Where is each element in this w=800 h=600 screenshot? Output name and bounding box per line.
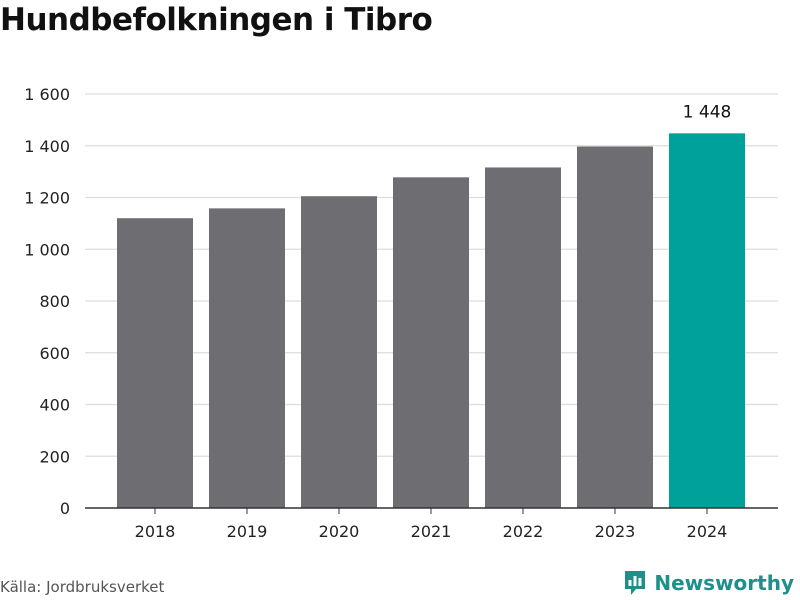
y-tick-label: 0 bbox=[60, 499, 70, 518]
y-tick-label: 400 bbox=[39, 396, 70, 415]
y-tick-label: 1 200 bbox=[24, 189, 70, 208]
bars: 1 448 bbox=[117, 102, 745, 509]
x-tick-label: 2022 bbox=[503, 522, 544, 541]
brand: Newsworthy bbox=[623, 569, 794, 597]
bar-2020 bbox=[301, 196, 377, 509]
source-note: Källa: Jordbruksverket bbox=[0, 578, 165, 596]
brand-name: Newsworthy bbox=[654, 571, 794, 595]
bar-2019 bbox=[209, 208, 285, 508]
newsworthy-logo-icon bbox=[625, 571, 646, 595]
x-tick-label: 2024 bbox=[687, 522, 728, 541]
y-tick-label: 1 400 bbox=[24, 137, 70, 156]
bar-2021 bbox=[393, 177, 469, 508]
x-tick-label: 2019 bbox=[227, 522, 268, 541]
y-tick-label: 1 600 bbox=[24, 85, 70, 104]
bar-2022 bbox=[485, 167, 561, 509]
bar-2023 bbox=[577, 146, 653, 508]
axes: 0 200 400 600 800 1 000 1 200 1 400 1 600 2018 201… bbox=[24, 85, 778, 541]
x-tick-label: 2018 bbox=[135, 522, 176, 541]
x-tick-label: 2023 bbox=[595, 522, 636, 541]
x-tick-label: 2021 bbox=[411, 522, 452, 541]
y-tick-label: 800 bbox=[39, 292, 70, 311]
chart-title: Hundbefolkningen i Tibro bbox=[0, 2, 433, 38]
bar-2024 bbox=[669, 133, 745, 508]
bar-2018 bbox=[117, 218, 193, 508]
data-label: 1 448 bbox=[683, 102, 732, 122]
y-tick-label: 200 bbox=[39, 447, 70, 466]
x-tick-label: 2020 bbox=[319, 522, 360, 541]
y-tick-label: 1 000 bbox=[24, 240, 70, 259]
y-tick-label: 600 bbox=[39, 344, 70, 363]
